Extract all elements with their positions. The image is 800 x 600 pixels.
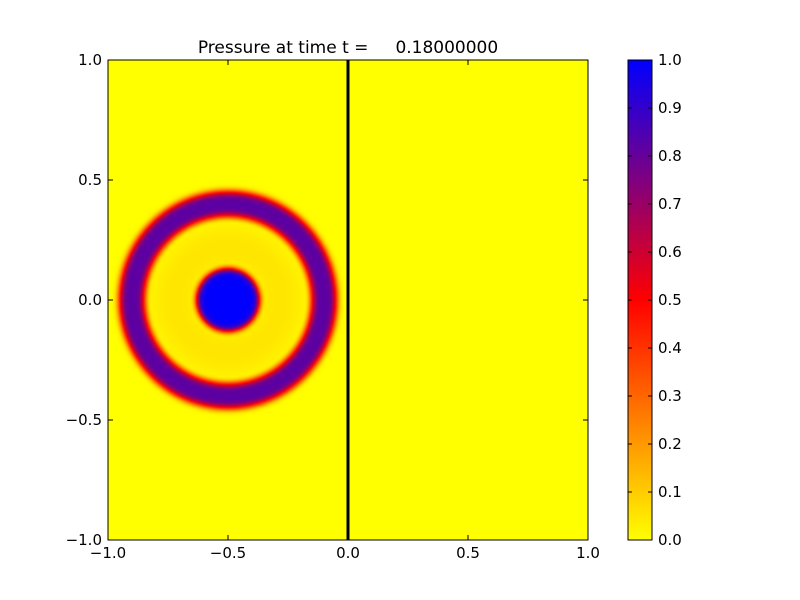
- colorbar-ticks: 0.0 0.1 0.2 0.3 0.4 0.5 0.6 0.7 0.8 0.9 1.0: [628, 51, 682, 549]
- y-tick-label: −0.5: [66, 411, 102, 429]
- x-axis-ticks: −1.0 −0.5 0.0 0.5 1.0: [90, 60, 600, 562]
- colorbar-tick-label: 0.9: [658, 99, 682, 117]
- y-tick-label: −1.0: [66, 531, 102, 549]
- x-tick-label: −0.5: [210, 544, 246, 562]
- colorbar-tick-label: 1.0: [658, 51, 682, 69]
- colorbar: 0.0 0.1 0.2 0.3 0.4 0.5 0.6 0.7 0.8 0.9 1.0: [627, 51, 682, 549]
- colorbar-tick-label: 0.1: [658, 483, 682, 501]
- colorbar-tick-label: 0.3: [658, 387, 682, 405]
- x-tick-label: 0.0: [336, 544, 360, 562]
- colorbar-tick-label: 0.2: [658, 435, 682, 453]
- colorbar-tick-label: 0.0: [658, 531, 682, 549]
- colorbar-tick-label: 0.4: [658, 339, 682, 357]
- colorbar-tick-label: 0.8: [658, 147, 682, 165]
- x-tick-label: 1.0: [576, 544, 600, 562]
- colorbar-tick-label: 0.6: [658, 243, 682, 261]
- y-axis-ticks: −1.0 −0.5 0.0 0.5 1.0: [66, 51, 588, 549]
- x-tick-label: −1.0: [90, 544, 126, 562]
- y-tick-label: 1.0: [78, 51, 102, 69]
- x-tick-label: 0.5: [456, 544, 480, 562]
- y-tick-label: 0.0: [78, 291, 102, 309]
- colorbar-tick-label: 0.7: [658, 195, 682, 213]
- y-tick-label: 0.5: [78, 171, 102, 189]
- colorbar-tick-label: 0.5: [658, 291, 682, 309]
- chart-title: Pressure at time t = 0.18000000: [198, 38, 498, 58]
- plot-area: −1.0 −0.5 0.0 0.5 1.0 −1.0 −0.5 0.0 0.5 1.0: [66, 51, 600, 562]
